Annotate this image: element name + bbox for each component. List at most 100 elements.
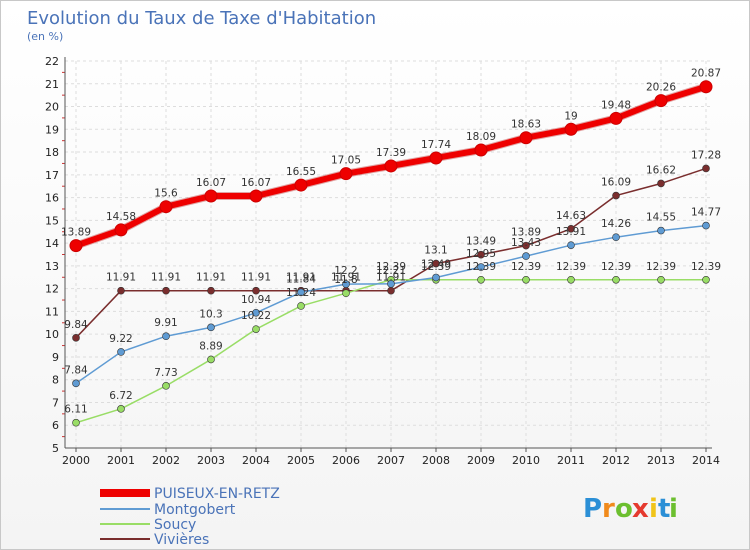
x-tick-label: 2003	[197, 454, 225, 467]
data-point	[117, 405, 125, 413]
data-label: 7.84	[64, 364, 88, 376]
data-point	[339, 167, 353, 181]
y-tick-label: 9	[52, 351, 59, 364]
data-label: 13.43	[511, 237, 541, 249]
y-tick-label: 18	[45, 146, 59, 159]
data-label: 11.91	[241, 272, 271, 284]
legend-label: Soucy	[154, 517, 196, 533]
y-tick-label: 7	[52, 396, 59, 409]
data-label: 18.63	[511, 119, 541, 131]
x-tick-label: 2009	[467, 454, 495, 467]
y-tick-label: 19	[45, 123, 59, 136]
data-label: 6.72	[109, 390, 132, 402]
data-point	[564, 122, 578, 136]
data-point	[522, 275, 530, 284]
x-tick-label: 2012	[602, 454, 630, 467]
data-label: 11.8	[334, 274, 357, 286]
data-label: 16.62	[646, 164, 676, 176]
data-label: 11.91	[196, 272, 226, 284]
data-label: 6.11	[64, 404, 87, 416]
data-label: 11.91	[106, 272, 136, 284]
data-label: 16.07	[241, 177, 271, 189]
data-point	[72, 334, 80, 342]
data-point	[657, 226, 665, 235]
data-point	[252, 325, 260, 333]
data-point	[207, 323, 215, 332]
x-tick-label: 2004	[242, 454, 270, 467]
series-layer	[69, 80, 713, 427]
data-point	[522, 241, 530, 250]
data-label: 13.91	[556, 226, 586, 238]
data-point	[162, 332, 170, 341]
data-label: 17.39	[376, 147, 406, 159]
y-tick-label: 6	[52, 419, 59, 432]
data-point	[657, 275, 665, 284]
x-tick-label: 2014	[692, 454, 720, 467]
y-tick-label: 17	[45, 169, 59, 182]
data-label: 12.39	[466, 261, 496, 273]
data-point	[519, 131, 533, 145]
data-label: 14.77	[691, 207, 721, 219]
data-label: 17.05	[331, 155, 361, 167]
data-point	[204, 189, 218, 203]
data-point	[252, 286, 260, 295]
logo-letter: P	[583, 494, 602, 524]
data-label: 9.22	[109, 333, 132, 345]
data-label: 12.39	[601, 261, 631, 273]
data-label: 17.28	[691, 149, 721, 161]
legend-label: Vivières	[154, 532, 209, 548]
logo-letter: r	[602, 494, 615, 524]
data-point	[657, 179, 665, 188]
data-label: 11.91	[286, 272, 316, 284]
y-tick-label: 16	[45, 192, 59, 205]
x-tick-label: 2011	[557, 454, 585, 467]
y-tick-label: 8	[52, 374, 59, 387]
data-point	[294, 178, 308, 192]
x-tick-label: 2013	[647, 454, 675, 467]
y-tick-label: 22	[45, 55, 59, 68]
y-tick-label: 5	[52, 442, 59, 455]
data-label: 16.09	[601, 177, 631, 189]
data-point	[522, 252, 530, 260]
data-label: 20.26	[646, 82, 676, 94]
logo-letter: x	[632, 494, 649, 524]
data-label: 14.26	[601, 218, 631, 230]
data-point	[567, 275, 575, 284]
data-point	[159, 200, 173, 214]
data-label: 9.84	[64, 319, 88, 331]
axis-layer: 5 6 7 8 9 10 11 12 13 14 15 16 17 18 19 20 21 22 2000 2001 2…	[45, 55, 720, 467]
y-tick-label: 10	[45, 328, 59, 341]
data-point	[474, 143, 488, 157]
data-point	[477, 263, 485, 271]
data-point	[702, 164, 710, 173]
data-point	[69, 239, 83, 253]
data-label: 11.84	[286, 273, 316, 285]
chart-title: Evolution du Taux de Taxe d'Habitation	[27, 8, 376, 29]
data-label: 12.39	[511, 261, 541, 273]
data-label: 11.91	[331, 272, 361, 284]
data-point	[609, 111, 623, 125]
data-label: 12.95	[466, 248, 496, 260]
logo-letter: i	[669, 494, 678, 524]
x-tick-label: 2001	[107, 454, 135, 467]
data-label: 16.07	[196, 177, 226, 189]
data-point	[114, 223, 128, 237]
data-point	[477, 275, 485, 284]
y-tick-label: 11	[45, 305, 59, 318]
grid-layer	[65, 60, 712, 449]
x-tick-label: 2006	[332, 454, 360, 467]
data-label: 11.91	[376, 272, 406, 284]
data-point	[117, 286, 125, 295]
data-label: 13.49	[466, 236, 496, 248]
x-tick-label: 2008	[422, 454, 450, 467]
data-label: 19	[564, 110, 577, 122]
data-label: 14.58	[106, 211, 136, 223]
y-tick-label: 21	[45, 78, 59, 91]
data-point	[207, 286, 215, 295]
label-layer: 13.89 14.58 15.6 16.07 16.07 16.55 17.05 17.39 1…	[61, 68, 721, 416]
data-label: 15.6	[154, 188, 178, 200]
data-label: 12.21	[376, 265, 406, 277]
